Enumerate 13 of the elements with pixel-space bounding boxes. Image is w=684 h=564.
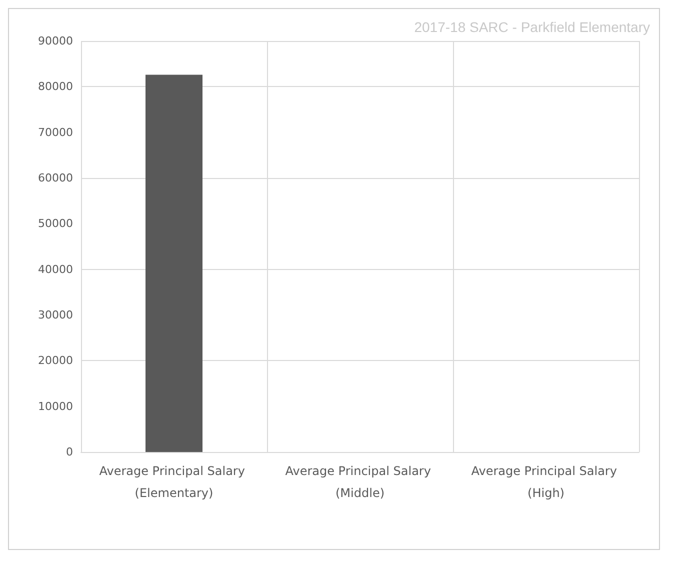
y-tick-label: 50000: [38, 217, 73, 230]
y-tick-label: 90000: [38, 34, 73, 48]
y-tick-label: 70000: [38, 126, 73, 139]
y-tick-label: 40000: [38, 262, 73, 276]
y-tick-label: 80000: [38, 80, 73, 94]
y-tick-label: 20000: [38, 354, 73, 368]
x-tick-label: Average Principal Salary (Elementary): [99, 464, 249, 500]
x-tick-label: Average Principal Salary (High): [471, 464, 621, 500]
y-tick-label: 60000: [38, 172, 73, 184]
x-tick-label: Average Principal Salary (Middle): [285, 464, 435, 500]
y-tick-label: 30000: [38, 308, 73, 322]
y-tick-label: 10000: [38, 400, 73, 413]
y-tick-label: 0: [66, 446, 73, 458]
